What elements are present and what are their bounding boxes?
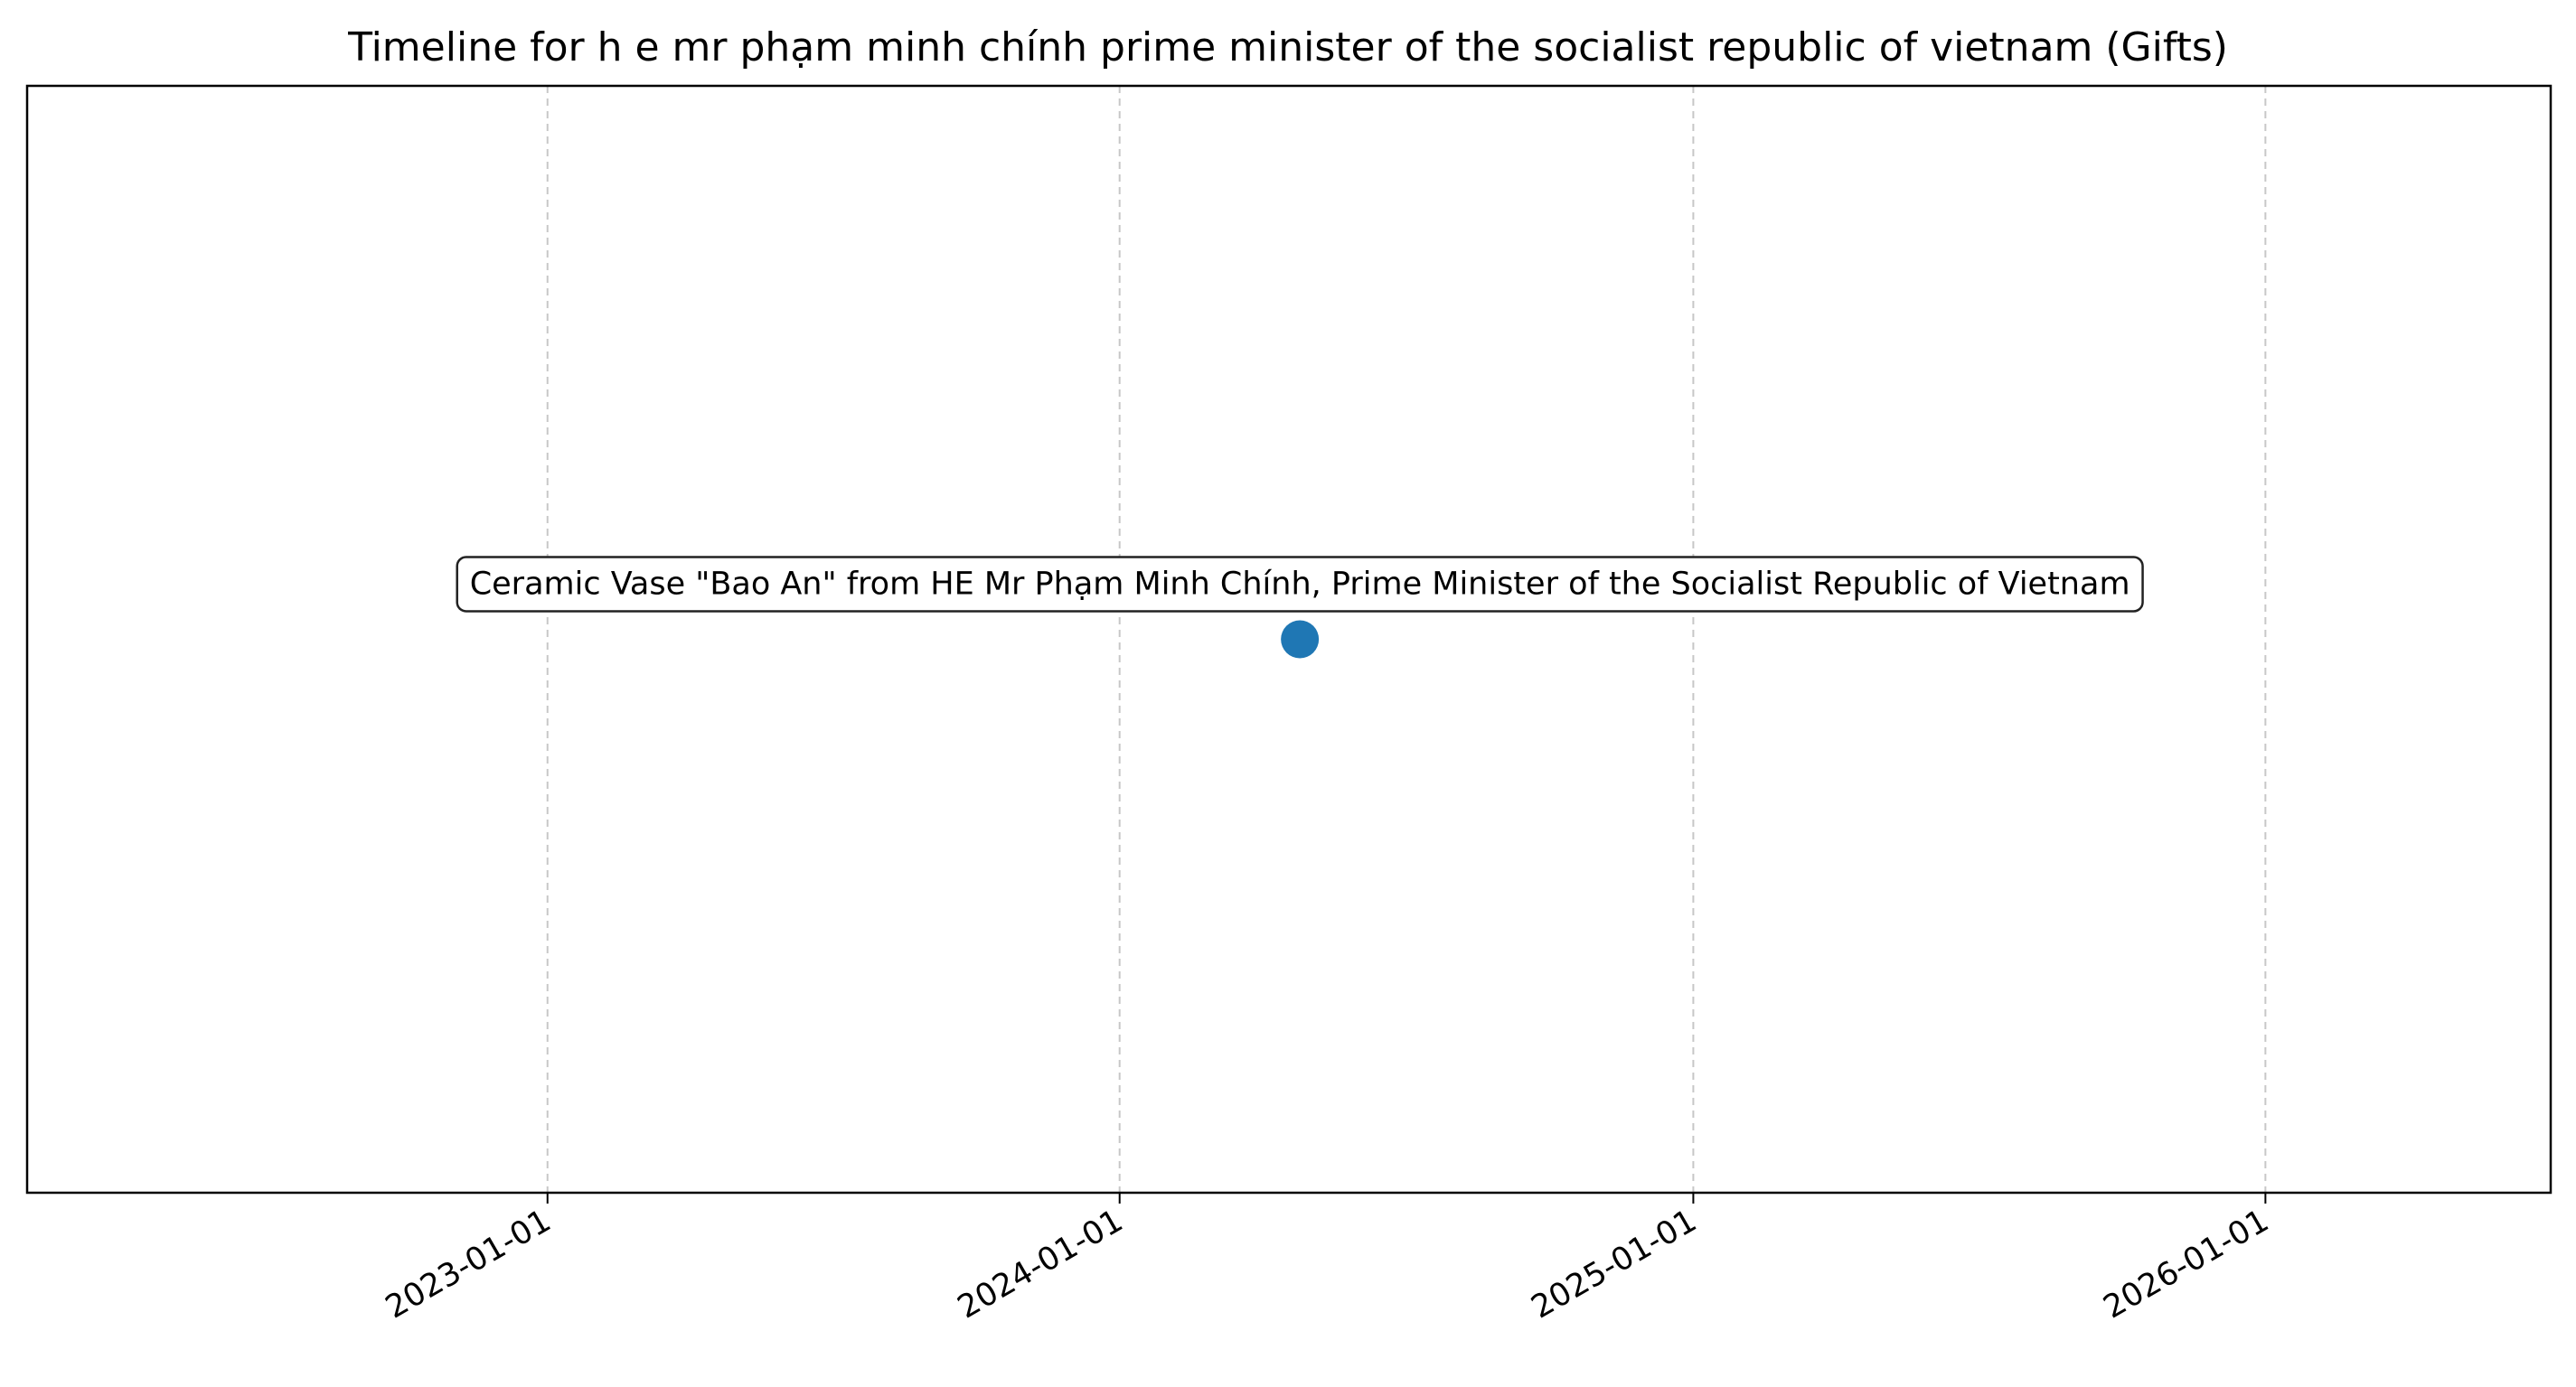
chart-title: Timeline for h e mr phạm minh chính prim…	[347, 24, 2228, 70]
data-points	[1281, 620, 1320, 659]
plot-area-frame	[25, 84, 2552, 1195]
x-tick-label: 2026-01-01	[2098, 1203, 2275, 1326]
data-point-annotation-box	[456, 556, 2144, 613]
x-axis-ticks: 2023-01-01 2024-01-01 2025-01-01 2026-01-01	[380, 1193, 2275, 1326]
x-tick-label: 2025-01-01	[1526, 1203, 1703, 1326]
x-tick-label: 2024-01-01	[952, 1203, 1129, 1326]
x-tick-label: 2023-01-01	[380, 1203, 557, 1326]
x-gridlines	[546, 86, 2267, 1193]
data-point-marker	[1281, 620, 1320, 659]
data-point-annotation-text: Ceramic Vase "Bao An" from HE Mr Phạm Mi…	[470, 567, 2130, 603]
point-annotations: Ceramic Vase "Bao An" from HE Mr Phạm Mi…	[456, 556, 2144, 613]
